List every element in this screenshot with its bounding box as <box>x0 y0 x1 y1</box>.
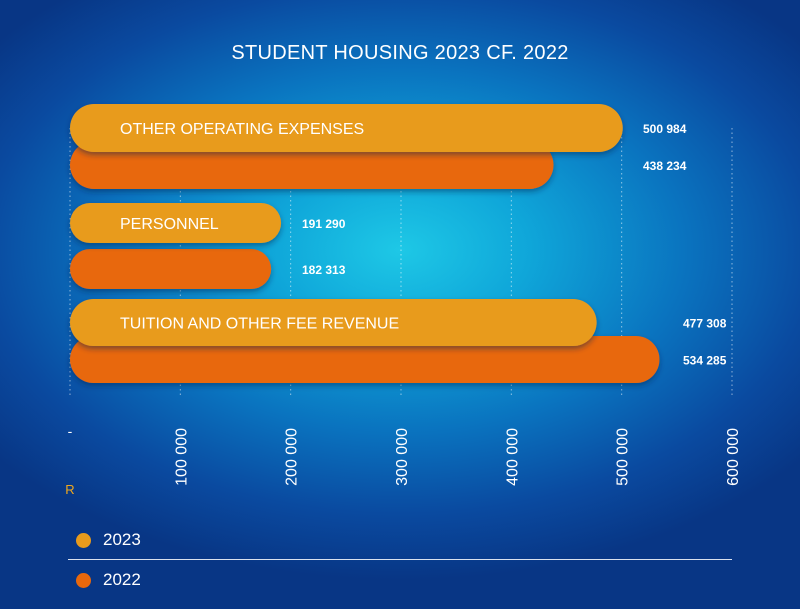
chart-title: STUDENT HOUSING 2023 CF. 2022 <box>231 42 569 64</box>
x-unit-label: R <box>65 482 74 497</box>
bar-2022-2 <box>70 336 660 383</box>
bar-2022-1 <box>70 249 272 289</box>
category-label: OTHER OPERATING EXPENSES <box>120 121 364 138</box>
bar-2023-2 <box>70 299 597 346</box>
x-tick-label: 100 000 <box>173 428 190 486</box>
legend-swatch-2023 <box>76 532 91 548</box>
legend-item-2023: 2023 <box>76 530 141 550</box>
value-label: 182 313 <box>302 263 346 277</box>
legend-swatch-2022 <box>76 572 91 588</box>
value-label: 191 290 <box>302 217 346 231</box>
value-label: 500 984 <box>643 122 687 136</box>
legend-item-2022: 2022 <box>76 570 141 590</box>
x-tick-label: 400 000 <box>504 428 521 486</box>
category-label: TUITION AND OTHER FEE REVENUE <box>120 316 399 333</box>
legend-label-2023: 2023 <box>103 530 141 549</box>
legend-divider <box>68 559 732 560</box>
x-tick-label: 600 000 <box>725 428 742 486</box>
x-tick-label: - <box>68 423 73 439</box>
value-label: 477 308 <box>683 317 727 331</box>
bar-2023-1 <box>70 203 282 243</box>
x-tick-label: 500 000 <box>615 428 632 486</box>
bar-2023-0 <box>70 104 623 152</box>
value-label: 438 234 <box>643 159 687 173</box>
category-label: PERSONNEL <box>120 216 219 233</box>
value-label: 534 285 <box>683 354 727 368</box>
x-tick-label: 300 000 <box>394 428 411 486</box>
bar-2022-0 <box>70 141 554 189</box>
legend-label-2022: 2022 <box>103 570 141 589</box>
x-tick-label: 200 000 <box>284 428 301 486</box>
